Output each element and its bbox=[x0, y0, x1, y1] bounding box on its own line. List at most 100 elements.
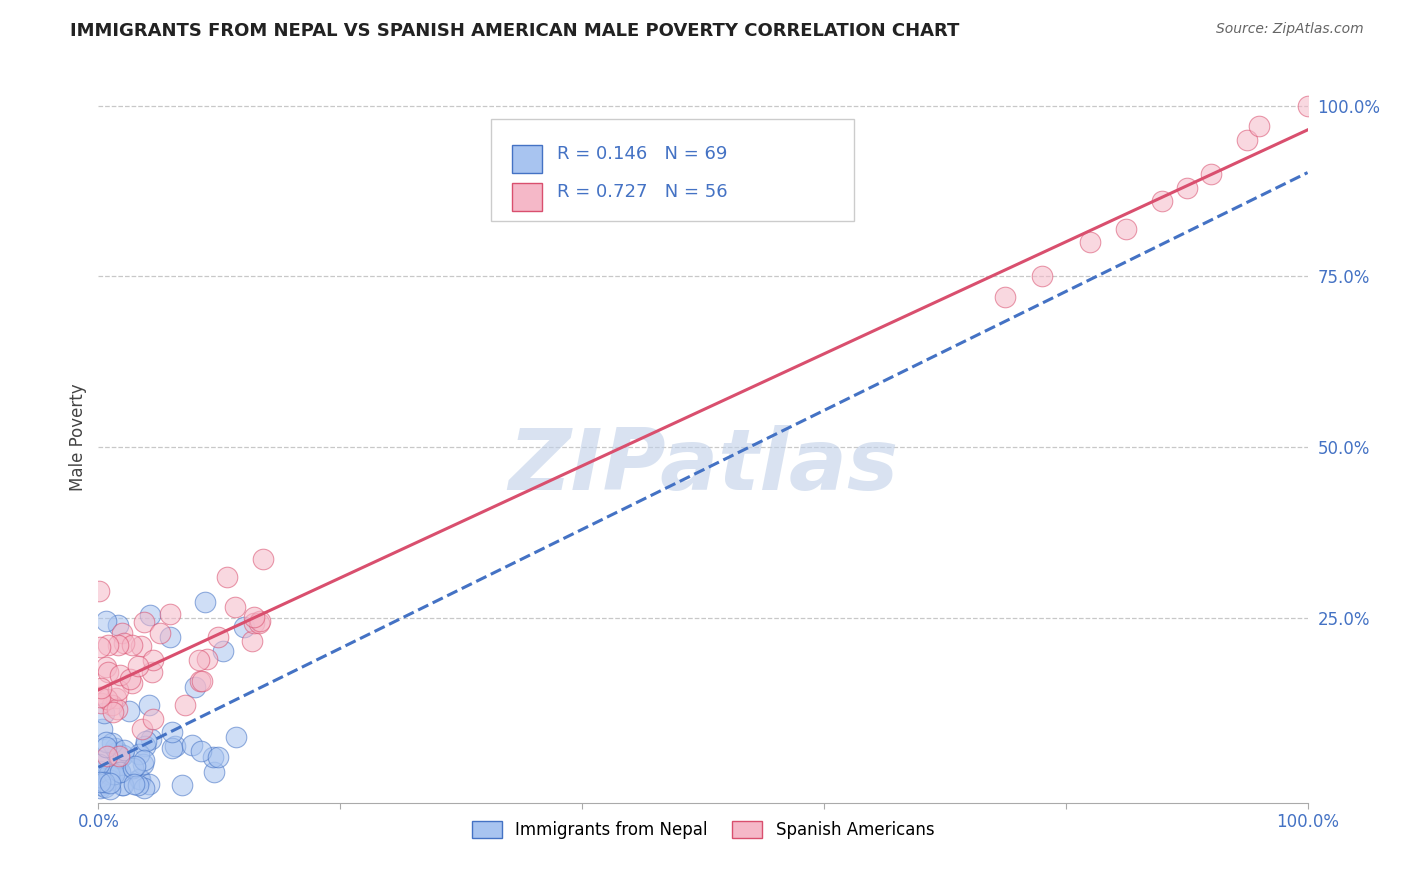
Point bbox=[128, 772, 150, 786]
Point bbox=[224, 599, 246, 614]
Point bbox=[112, 743, 135, 757]
Point bbox=[134, 753, 156, 767]
Point bbox=[112, 747, 135, 762]
Point bbox=[190, 744, 212, 758]
Point bbox=[202, 765, 225, 780]
Point bbox=[107, 618, 129, 632]
Point bbox=[97, 767, 120, 781]
Point bbox=[108, 748, 131, 763]
Point bbox=[111, 625, 134, 640]
Point bbox=[149, 626, 172, 640]
Point bbox=[93, 775, 115, 789]
Point bbox=[96, 615, 118, 629]
Point bbox=[142, 653, 165, 667]
Point bbox=[101, 767, 124, 781]
Point bbox=[135, 734, 157, 748]
Point bbox=[242, 616, 264, 631]
Point bbox=[1115, 221, 1137, 235]
Point bbox=[1249, 119, 1271, 133]
Point bbox=[107, 638, 129, 652]
Point bbox=[96, 740, 118, 755]
Point bbox=[121, 638, 143, 652]
Point bbox=[118, 704, 141, 718]
Point bbox=[96, 692, 118, 706]
Point bbox=[1078, 235, 1101, 250]
Point bbox=[131, 722, 153, 736]
Point bbox=[94, 660, 117, 674]
Point bbox=[93, 706, 115, 720]
Point bbox=[180, 738, 202, 752]
Point bbox=[240, 634, 263, 648]
Point bbox=[132, 780, 155, 795]
FancyBboxPatch shape bbox=[492, 119, 855, 221]
Point bbox=[139, 731, 162, 746]
Point bbox=[105, 702, 128, 716]
Point bbox=[225, 730, 247, 744]
Point bbox=[1236, 133, 1258, 147]
Point bbox=[89, 584, 111, 599]
Point bbox=[97, 638, 120, 652]
Point bbox=[112, 636, 135, 650]
Point bbox=[103, 764, 125, 779]
Point bbox=[90, 696, 112, 710]
Point bbox=[89, 780, 111, 795]
Point bbox=[134, 739, 156, 753]
Point bbox=[201, 749, 224, 764]
Point bbox=[159, 607, 181, 622]
Point bbox=[252, 552, 274, 566]
Point bbox=[184, 680, 207, 694]
Point bbox=[112, 778, 135, 792]
Point bbox=[159, 630, 181, 644]
Point bbox=[89, 690, 111, 704]
Point bbox=[108, 751, 131, 765]
Point bbox=[138, 698, 160, 712]
Point bbox=[132, 615, 155, 629]
Text: ZIPatlas: ZIPatlas bbox=[508, 425, 898, 508]
Point bbox=[103, 706, 125, 720]
Point bbox=[128, 747, 150, 761]
Point bbox=[138, 777, 160, 791]
Point bbox=[242, 610, 264, 624]
FancyBboxPatch shape bbox=[512, 183, 543, 211]
Legend: Immigrants from Nepal, Spanish Americans: Immigrants from Nepal, Spanish Americans bbox=[465, 814, 941, 846]
Point bbox=[160, 741, 183, 756]
Point bbox=[98, 775, 121, 789]
Point bbox=[104, 741, 127, 756]
Point bbox=[89, 770, 111, 784]
Point bbox=[97, 665, 120, 680]
Point bbox=[188, 673, 211, 688]
Point bbox=[87, 756, 110, 771]
Point bbox=[90, 778, 112, 792]
Point bbox=[211, 644, 233, 658]
Point bbox=[174, 698, 197, 712]
Point bbox=[87, 753, 110, 767]
Point bbox=[129, 640, 152, 654]
Point bbox=[1175, 180, 1198, 194]
Point bbox=[94, 735, 117, 749]
Point bbox=[100, 764, 122, 778]
Point bbox=[89, 775, 111, 789]
Point bbox=[247, 616, 270, 631]
Point bbox=[107, 683, 129, 698]
Point bbox=[139, 608, 162, 623]
Point bbox=[127, 659, 149, 673]
Point bbox=[1031, 269, 1053, 284]
Point bbox=[90, 681, 112, 695]
Point bbox=[127, 778, 149, 792]
Point bbox=[100, 698, 122, 712]
FancyBboxPatch shape bbox=[512, 145, 543, 172]
Point bbox=[132, 757, 155, 772]
Point bbox=[108, 765, 131, 780]
Text: Source: ZipAtlas.com: Source: ZipAtlas.com bbox=[1216, 22, 1364, 37]
Point bbox=[89, 764, 111, 779]
Point bbox=[98, 773, 121, 788]
Point bbox=[1199, 167, 1222, 181]
Y-axis label: Male Poverty: Male Poverty bbox=[69, 384, 87, 491]
Point bbox=[194, 595, 217, 609]
Point bbox=[170, 778, 193, 792]
Point bbox=[124, 758, 146, 772]
Point bbox=[103, 767, 125, 781]
Point bbox=[98, 765, 121, 780]
Point bbox=[89, 640, 111, 654]
Point bbox=[207, 630, 229, 644]
